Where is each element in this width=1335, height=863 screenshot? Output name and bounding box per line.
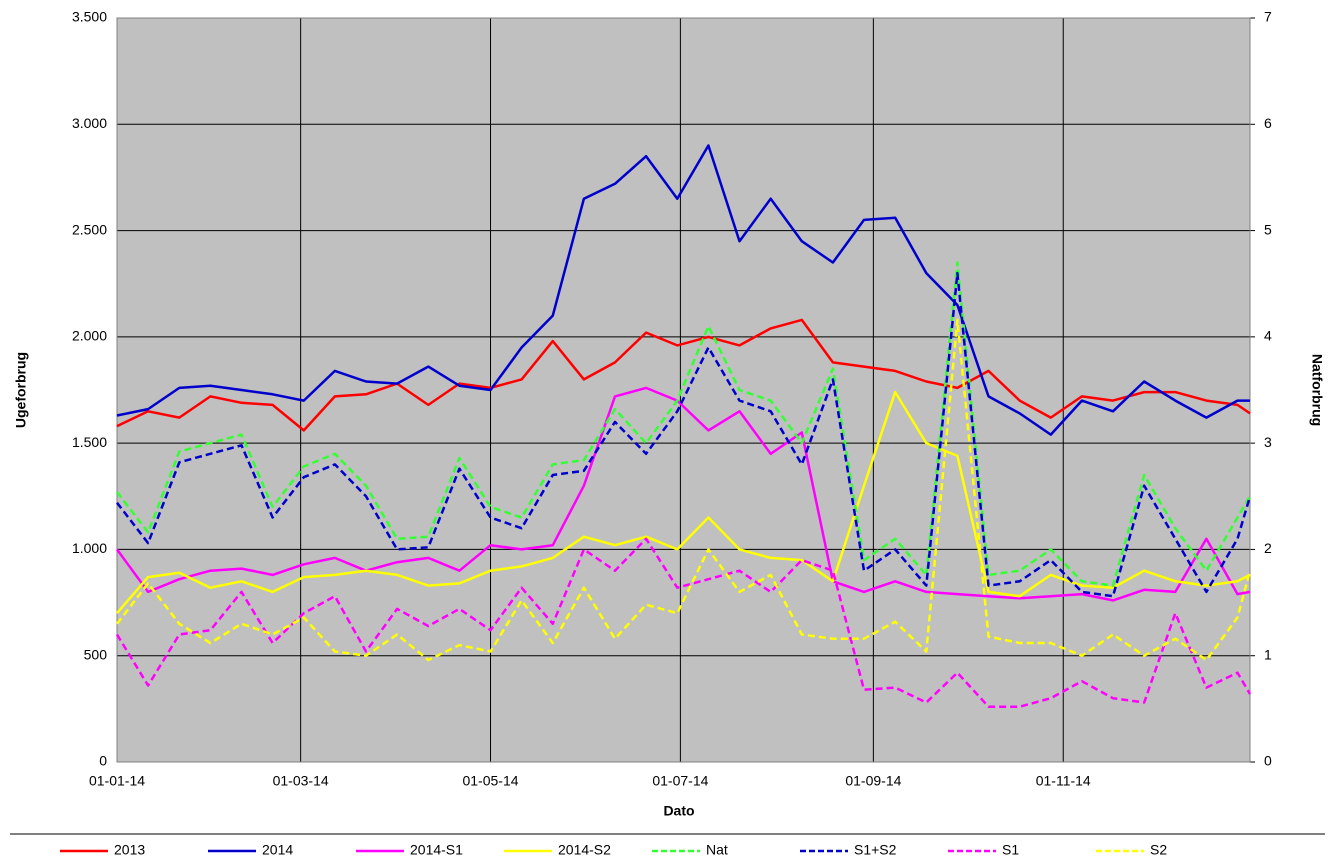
legend-label: 2014 — [262, 842, 293, 858]
y2-tick-label: 3 — [1264, 434, 1272, 450]
y2-tick-label: 0 — [1264, 753, 1272, 769]
y-tick-label: 500 — [84, 646, 108, 662]
y2-tick-label: 2 — [1264, 540, 1272, 556]
legend-label: S1 — [1002, 842, 1019, 858]
y-axis-title: Ugeforbrug — [13, 352, 29, 428]
y2-tick-label: 7 — [1264, 9, 1272, 25]
x-axis-title: Dato — [663, 803, 694, 819]
x-tick-label: 01-09-14 — [845, 773, 901, 789]
x-tick-label: 01-07-14 — [652, 773, 708, 789]
x-tick-label: 01-01-14 — [89, 773, 145, 789]
y-tick-label: 2.500 — [72, 221, 107, 237]
y2-tick-label: 1 — [1264, 646, 1272, 662]
y-tick-label: 2.000 — [72, 328, 107, 344]
y-tick-label: 3.500 — [72, 9, 107, 25]
y-tick-label: 3.000 — [72, 115, 107, 131]
y2-tick-label: 5 — [1264, 221, 1272, 237]
legend-label: S2 — [1150, 842, 1167, 858]
plot-background — [117, 18, 1250, 762]
legend-label: 2014-S2 — [558, 842, 611, 858]
series-line — [116, 318, 1251, 432]
series-line — [116, 271, 1252, 598]
plot-border — [116, 17, 1251, 763]
x-tick-label: 01-05-14 — [462, 773, 518, 789]
y2-axis-title: Natforbrug — [1309, 354, 1325, 426]
legend-label: Nat — [706, 842, 728, 858]
y-tick-label: 1.500 — [72, 434, 107, 450]
y2-tick-label: 4 — [1264, 328, 1272, 344]
x-tick-label: 01-03-14 — [273, 773, 329, 789]
series-line — [116, 261, 1252, 587]
y-tick-label: 0 — [99, 753, 107, 769]
y-tick-label: 1.000 — [72, 540, 107, 556]
y2-tick-label: 6 — [1264, 115, 1272, 131]
series-line — [116, 144, 1250, 436]
legend-label: S1+S2 — [854, 842, 897, 858]
series-line — [116, 390, 1251, 615]
series-line — [116, 318, 1252, 662]
series-line — [115, 386, 1251, 602]
legend-label: 2014-S1 — [410, 842, 463, 858]
legend-label: 2013 — [114, 842, 145, 858]
x-tick-label: 01-11-14 — [1036, 773, 1091, 789]
series-line — [115, 537, 1252, 708]
